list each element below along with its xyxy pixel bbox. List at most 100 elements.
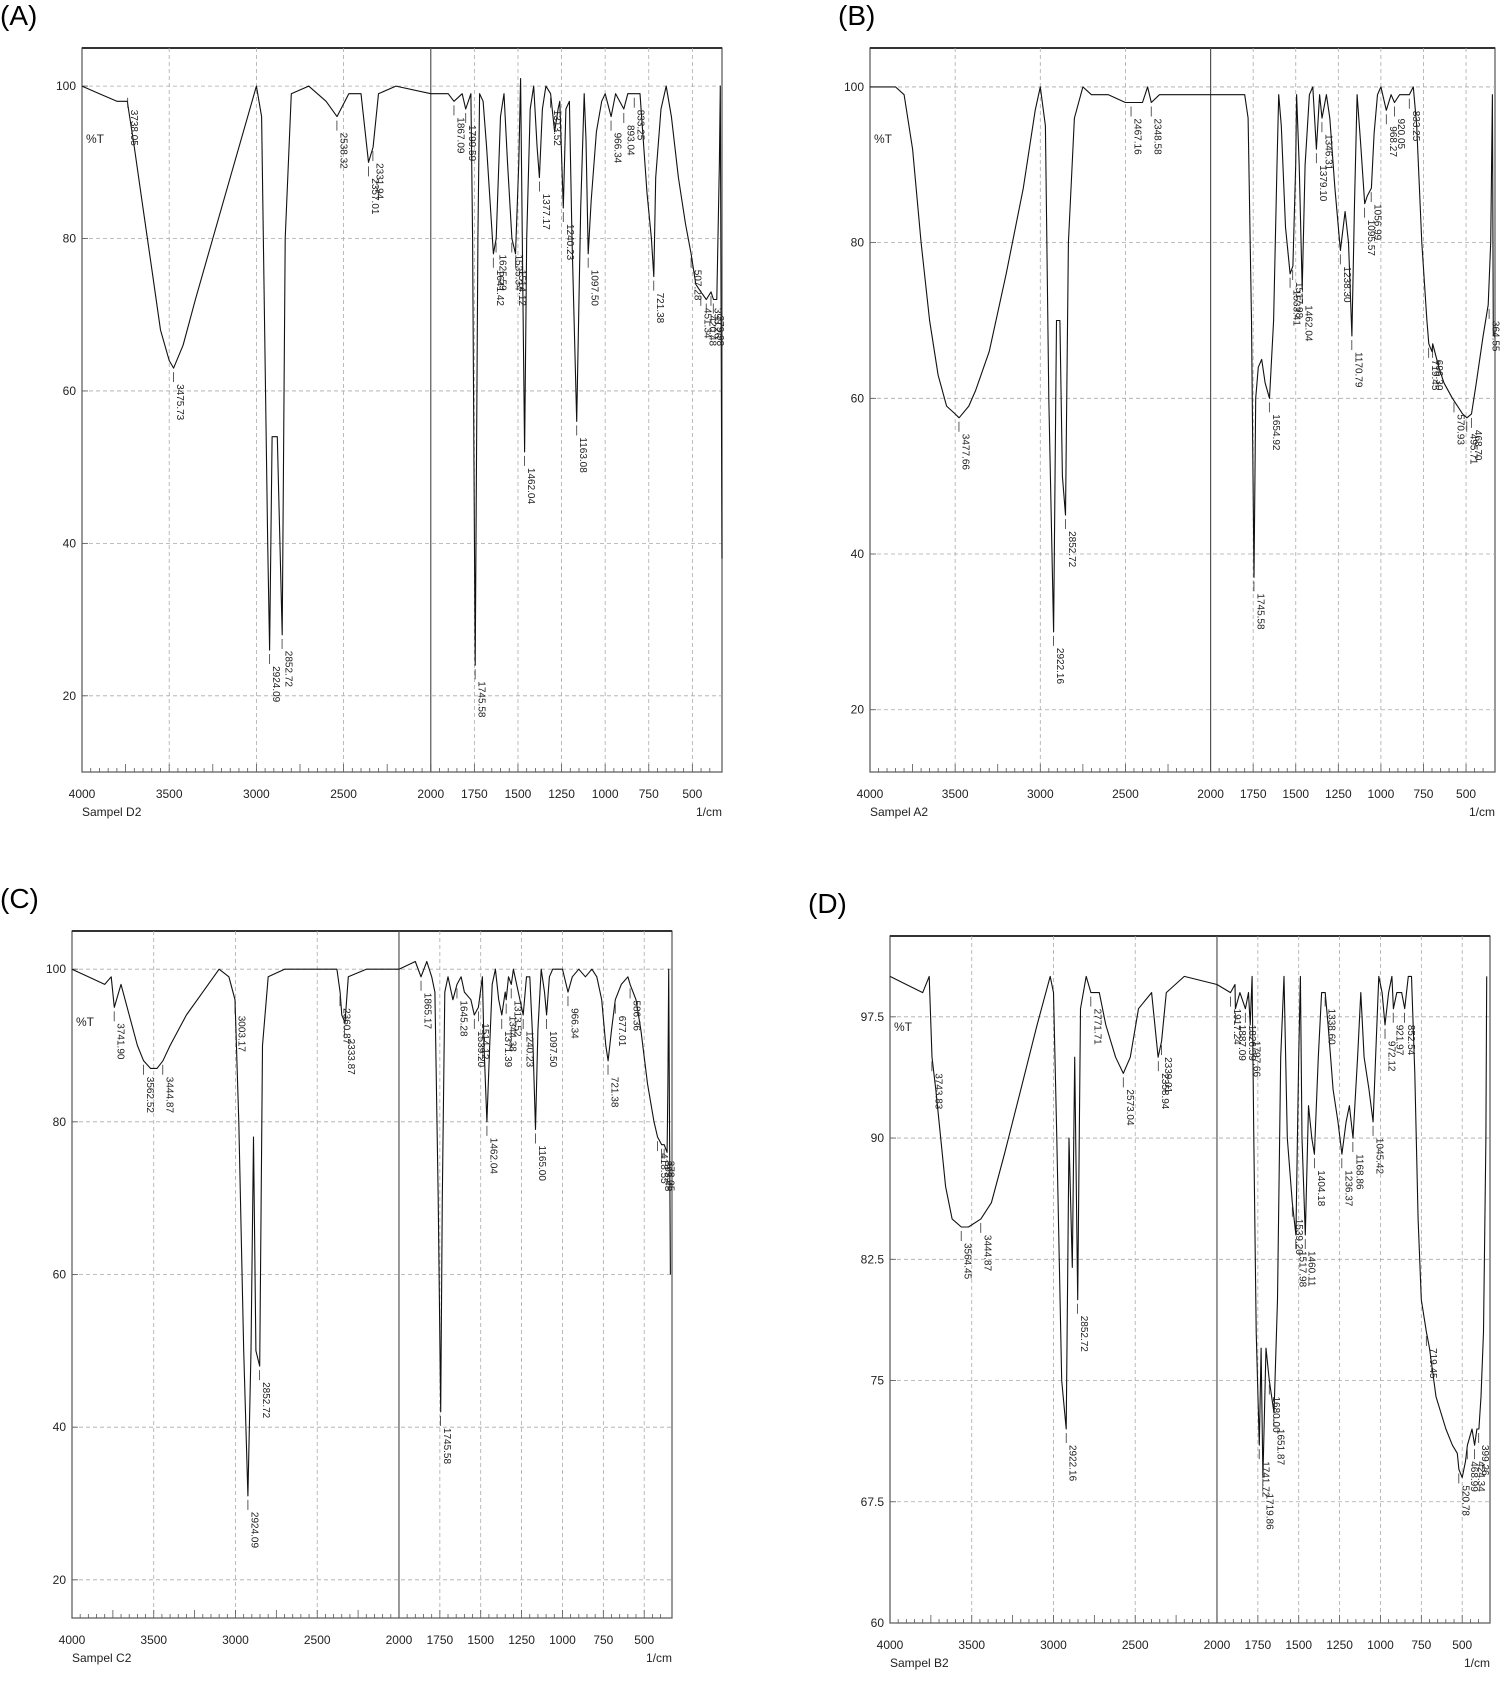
x-tick-label: 1500 <box>467 1633 494 1647</box>
peak-label: 1346.31 <box>1322 134 1333 171</box>
peak-label: 1462.04 <box>1303 305 1314 342</box>
peak-label: 1170.79 <box>1352 352 1363 388</box>
peak-label: 2852.72 <box>283 651 294 688</box>
x-tick-label: 750 <box>1413 787 1433 801</box>
peak-label: 2922.16 <box>1067 1445 1078 1482</box>
x-tick-label: 1250 <box>1326 1638 1353 1652</box>
peak-label: 2331.94 <box>373 163 384 200</box>
peak-label: 719.45 <box>1427 1348 1438 1379</box>
peak-label: 1799.59 <box>466 125 477 162</box>
x-tick-label: 750 <box>593 1633 613 1647</box>
x-tick-label: 4000 <box>857 787 884 801</box>
peak-label: 1539.20 <box>1293 1219 1304 1256</box>
x-tick-label: 2500 <box>1122 1638 1149 1652</box>
peak-label: 2922.16 <box>1054 648 1065 685</box>
peak-label: 364.55 <box>1490 321 1501 352</box>
x-tick-label: 2500 <box>330 787 357 801</box>
peak-label: 2360.87 <box>341 1008 352 1045</box>
peak-label: 1641.42 <box>494 270 505 307</box>
y-tick-label: 40 <box>63 536 77 550</box>
x-tick-label: 1250 <box>548 787 575 801</box>
peak-label: 1097.50 <box>547 1031 558 1068</box>
plot-frame <box>869 47 1496 773</box>
peak-label: 920.05 <box>1395 119 1406 150</box>
peak-label: 2467.16 <box>1132 119 1143 156</box>
peak-label: 1797.66 <box>1251 1041 1262 1078</box>
peak-label: 420.48 <box>707 316 718 347</box>
x-tick-label: 1000 <box>549 1633 576 1647</box>
peak-label: 1535.34 <box>512 255 523 292</box>
x-tick-label: 1000 <box>592 787 619 801</box>
peak-label: 2924.09 <box>248 1512 259 1549</box>
peak-label: 968.27 <box>1387 126 1398 157</box>
peak-label: 3477.66 <box>960 434 971 471</box>
peak-label: 1514.12 <box>516 270 527 307</box>
x-tick-label: 3000 <box>1040 1638 1067 1652</box>
peak-label: 393.48 <box>662 1161 673 1192</box>
panel-label-d: (D) <box>808 888 847 919</box>
peak-label: 1514.12 <box>479 1023 490 1060</box>
x-tick-label: 2000 <box>1204 1638 1231 1652</box>
x-tick-label: 3500 <box>156 787 183 801</box>
peak-label: 570.93 <box>1455 414 1466 445</box>
y-tick-label: 40 <box>53 1420 67 1434</box>
peak-label: 3564.45 <box>962 1243 973 1280</box>
peak-label: 852.54 <box>1405 1025 1416 1056</box>
peak-label: 1460.11 <box>1306 1251 1317 1287</box>
peak-label: 1517.98 <box>1296 1251 1307 1288</box>
x-tick-label: 4000 <box>69 787 96 801</box>
spectrum-line <box>870 86 1494 633</box>
y-tick-label: 67.5 <box>861 1495 885 1509</box>
sample-label: Sampel D2 <box>82 805 142 819</box>
peak-label: 1097.50 <box>589 270 600 307</box>
peak-label: 1826.59 <box>1246 1025 1257 1062</box>
panel-label-c: (C) <box>0 883 39 914</box>
y-tick-label: 60 <box>871 1616 885 1630</box>
x-tick-label: 750 <box>639 787 659 801</box>
peak-label: 586.36 <box>631 1000 642 1031</box>
peak-label: 468.99 <box>1468 1461 1479 1492</box>
peak-label: 1745.58 <box>476 681 487 718</box>
y-tick-label: 82.5 <box>861 1252 885 1266</box>
peak-label: 1313.52 <box>551 110 562 147</box>
panel-label-b: (B) <box>838 0 876 31</box>
peak-label: 2538.32 <box>337 133 348 170</box>
sample-label: Sampel C2 <box>72 1651 132 1665</box>
y-tick-label: 40 <box>851 547 865 561</box>
peak-label: 3475.73 <box>174 384 185 421</box>
peak-label: 2771.71 <box>1091 1009 1102 1046</box>
x-tick-label: 3500 <box>942 787 969 801</box>
y-tick-label: 80 <box>53 1115 67 1129</box>
peak-label: 451.34 <box>701 308 712 339</box>
peak-label: 1377.17 <box>540 194 551 231</box>
peak-label: 393.26 <box>712 308 723 339</box>
panel-label-a: (A) <box>0 0 38 31</box>
peak-label: 1165.00 <box>536 1146 547 1182</box>
peak-label: 495.71 <box>1467 434 1478 465</box>
ir-spectrum-chart-d: 4000 3500 3000 2500 2000 1750 1500 1250 1000 750 5… <box>861 935 1491 1670</box>
peak-label: 3562.52 <box>144 1077 155 1114</box>
peak-label: 1517.98 <box>1293 282 1304 319</box>
y-axis-label: %T <box>86 132 105 146</box>
peak-label: 418.55 <box>658 1153 669 1184</box>
y-tick-label: 60 <box>53 1268 67 1282</box>
peak-label: 3741.90 <box>115 1023 126 1060</box>
spectrum-line <box>81 77 723 666</box>
x-tick-label: 3500 <box>958 1638 985 1652</box>
peak-label: 3444.87 <box>981 1235 992 1272</box>
y-tick-label: 97.5 <box>861 1010 885 1024</box>
peak-label: 3738.05 <box>128 110 139 147</box>
peak-label: 3743.83 <box>932 1073 943 1110</box>
x-tick-label: 2500 <box>1112 787 1139 801</box>
peak-label: 1056.99 <box>1372 204 1383 241</box>
y-tick-label: 100 <box>844 80 864 94</box>
y-tick-label: 80 <box>63 232 77 246</box>
x-tick-label: 4000 <box>877 1638 904 1652</box>
peak-label: 507.28 <box>692 270 703 301</box>
x-tick-label: 4000 <box>59 1633 86 1647</box>
peak-label: 1344.38 <box>507 1016 518 1053</box>
x-tick-label: 1750 <box>426 1633 453 1647</box>
x-tick-label: 1500 <box>1285 1638 1312 1652</box>
peak-label: 972.12 <box>1386 1041 1397 1072</box>
peak-label: 378.05 <box>665 1161 676 1192</box>
